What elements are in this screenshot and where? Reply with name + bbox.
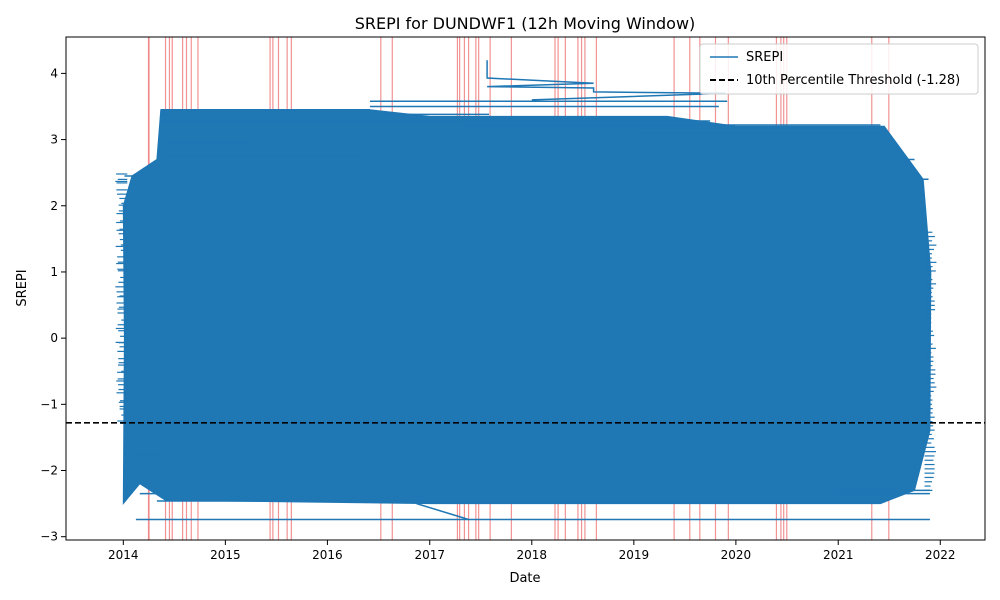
plot-frame bbox=[65, 36, 986, 541]
y-tick-label: −3 bbox=[40, 530, 58, 544]
x-tick-label: 2020 bbox=[721, 548, 752, 562]
x-tick-label: 2019 bbox=[619, 548, 650, 562]
x-tick-label: 2022 bbox=[925, 548, 956, 562]
legend-label-srepi: SREPI bbox=[746, 50, 783, 65]
legend: SREPI 10th Percentile Threshold (-1.28) bbox=[699, 43, 979, 95]
y-tick-label: 0 bbox=[50, 331, 58, 345]
x-axis: 2014 2015 2016 2017 2018 2019 2020 2021 2022 bbox=[108, 540, 956, 562]
y-tick-label: 4 bbox=[50, 66, 58, 80]
x-tick-label: 2014 bbox=[108, 548, 139, 562]
y-tick-label: 1 bbox=[50, 265, 58, 279]
legend-box bbox=[699, 43, 979, 95]
x-tick-label: 2015 bbox=[210, 548, 241, 562]
x-tick-label: 2016 bbox=[312, 548, 343, 562]
y-axis-label: SREPI bbox=[15, 269, 30, 306]
series-layer bbox=[115, 60, 937, 521]
y-tick-label: −2 bbox=[40, 464, 58, 478]
x-tick-label: 2017 bbox=[414, 548, 445, 562]
plot-area bbox=[65, 36, 986, 541]
x-tick-label: 2018 bbox=[517, 548, 548, 562]
y-tick-label: −1 bbox=[40, 397, 58, 411]
y-tick-label: 2 bbox=[50, 199, 58, 213]
y-axis: −3 −2 −1 0 1 2 3 4 bbox=[40, 66, 66, 544]
x-tick-label: 2021 bbox=[823, 548, 854, 562]
series-segment bbox=[416, 502, 469, 521]
x-axis-label: Date bbox=[509, 571, 540, 586]
series-line-srepi bbox=[122, 109, 932, 505]
y-tick-label: 3 bbox=[50, 133, 58, 147]
legend-label-threshold: 10th Percentile Threshold (-1.28) bbox=[746, 73, 960, 88]
chart-title: SREPI for DUNDWF1 (12h Moving Window) bbox=[355, 14, 696, 33]
